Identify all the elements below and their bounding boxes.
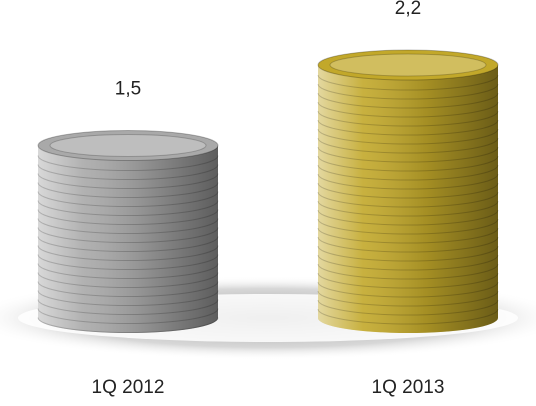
value-label: 1,5 <box>115 79 141 100</box>
coin-edge <box>317 137 499 154</box>
coin-edge <box>37 254 219 270</box>
coin-edge <box>317 209 499 226</box>
coin-edge <box>317 101 499 118</box>
coin-edge <box>37 173 219 189</box>
coin-edge <box>317 182 499 199</box>
coin-edge <box>317 227 499 244</box>
coin-edge <box>317 200 499 217</box>
coin-edge <box>317 272 499 289</box>
coin-edge <box>317 245 499 262</box>
coin-edge <box>317 155 499 172</box>
x-tick-label: 1Q 2012 <box>92 377 165 398</box>
coin-top <box>317 49 499 81</box>
coin-edge <box>37 182 219 198</box>
coin-edge <box>37 191 219 207</box>
coin-edge <box>317 164 499 181</box>
coin-edge <box>37 227 219 243</box>
coin-edge <box>317 218 499 235</box>
coin-edge <box>317 236 499 253</box>
coin-edge <box>317 254 499 271</box>
coin-edge <box>37 164 219 180</box>
coin-edge <box>37 236 219 252</box>
coin-edge <box>37 290 219 306</box>
coin-edge <box>37 218 219 234</box>
coin-edge <box>37 308 219 324</box>
coin-edge <box>37 299 219 315</box>
coin-shade <box>318 65 498 318</box>
coin-edge <box>317 173 499 190</box>
coin-edge <box>317 146 499 163</box>
coin-edge <box>37 200 219 216</box>
coin-top-inner <box>49 134 207 157</box>
coin-shade <box>38 145 218 318</box>
coin-top-inner <box>329 53 487 77</box>
coin-edge <box>37 281 219 297</box>
coin-edge <box>37 245 219 261</box>
coin-edge <box>317 83 499 100</box>
coin-edge <box>317 290 499 307</box>
coin-top <box>37 130 219 161</box>
coin-edge <box>317 128 499 145</box>
coin-edge <box>317 191 499 208</box>
coin-edge <box>37 155 219 171</box>
x-tick-label: 1Q 2013 <box>372 377 445 398</box>
coin-edge <box>317 263 499 280</box>
coin-edge <box>317 110 499 127</box>
coin-edge <box>317 281 499 298</box>
coin-edge <box>37 209 219 225</box>
value-label: 2,2 <box>395 0 421 19</box>
coin-edge <box>317 92 499 109</box>
coin-edge <box>317 299 499 316</box>
coin-edge <box>317 308 499 325</box>
coin-edge <box>317 74 499 91</box>
coin-edge <box>37 272 219 288</box>
coin-edge <box>37 317 219 333</box>
coin-edge <box>317 119 499 136</box>
coin-edge <box>37 263 219 279</box>
